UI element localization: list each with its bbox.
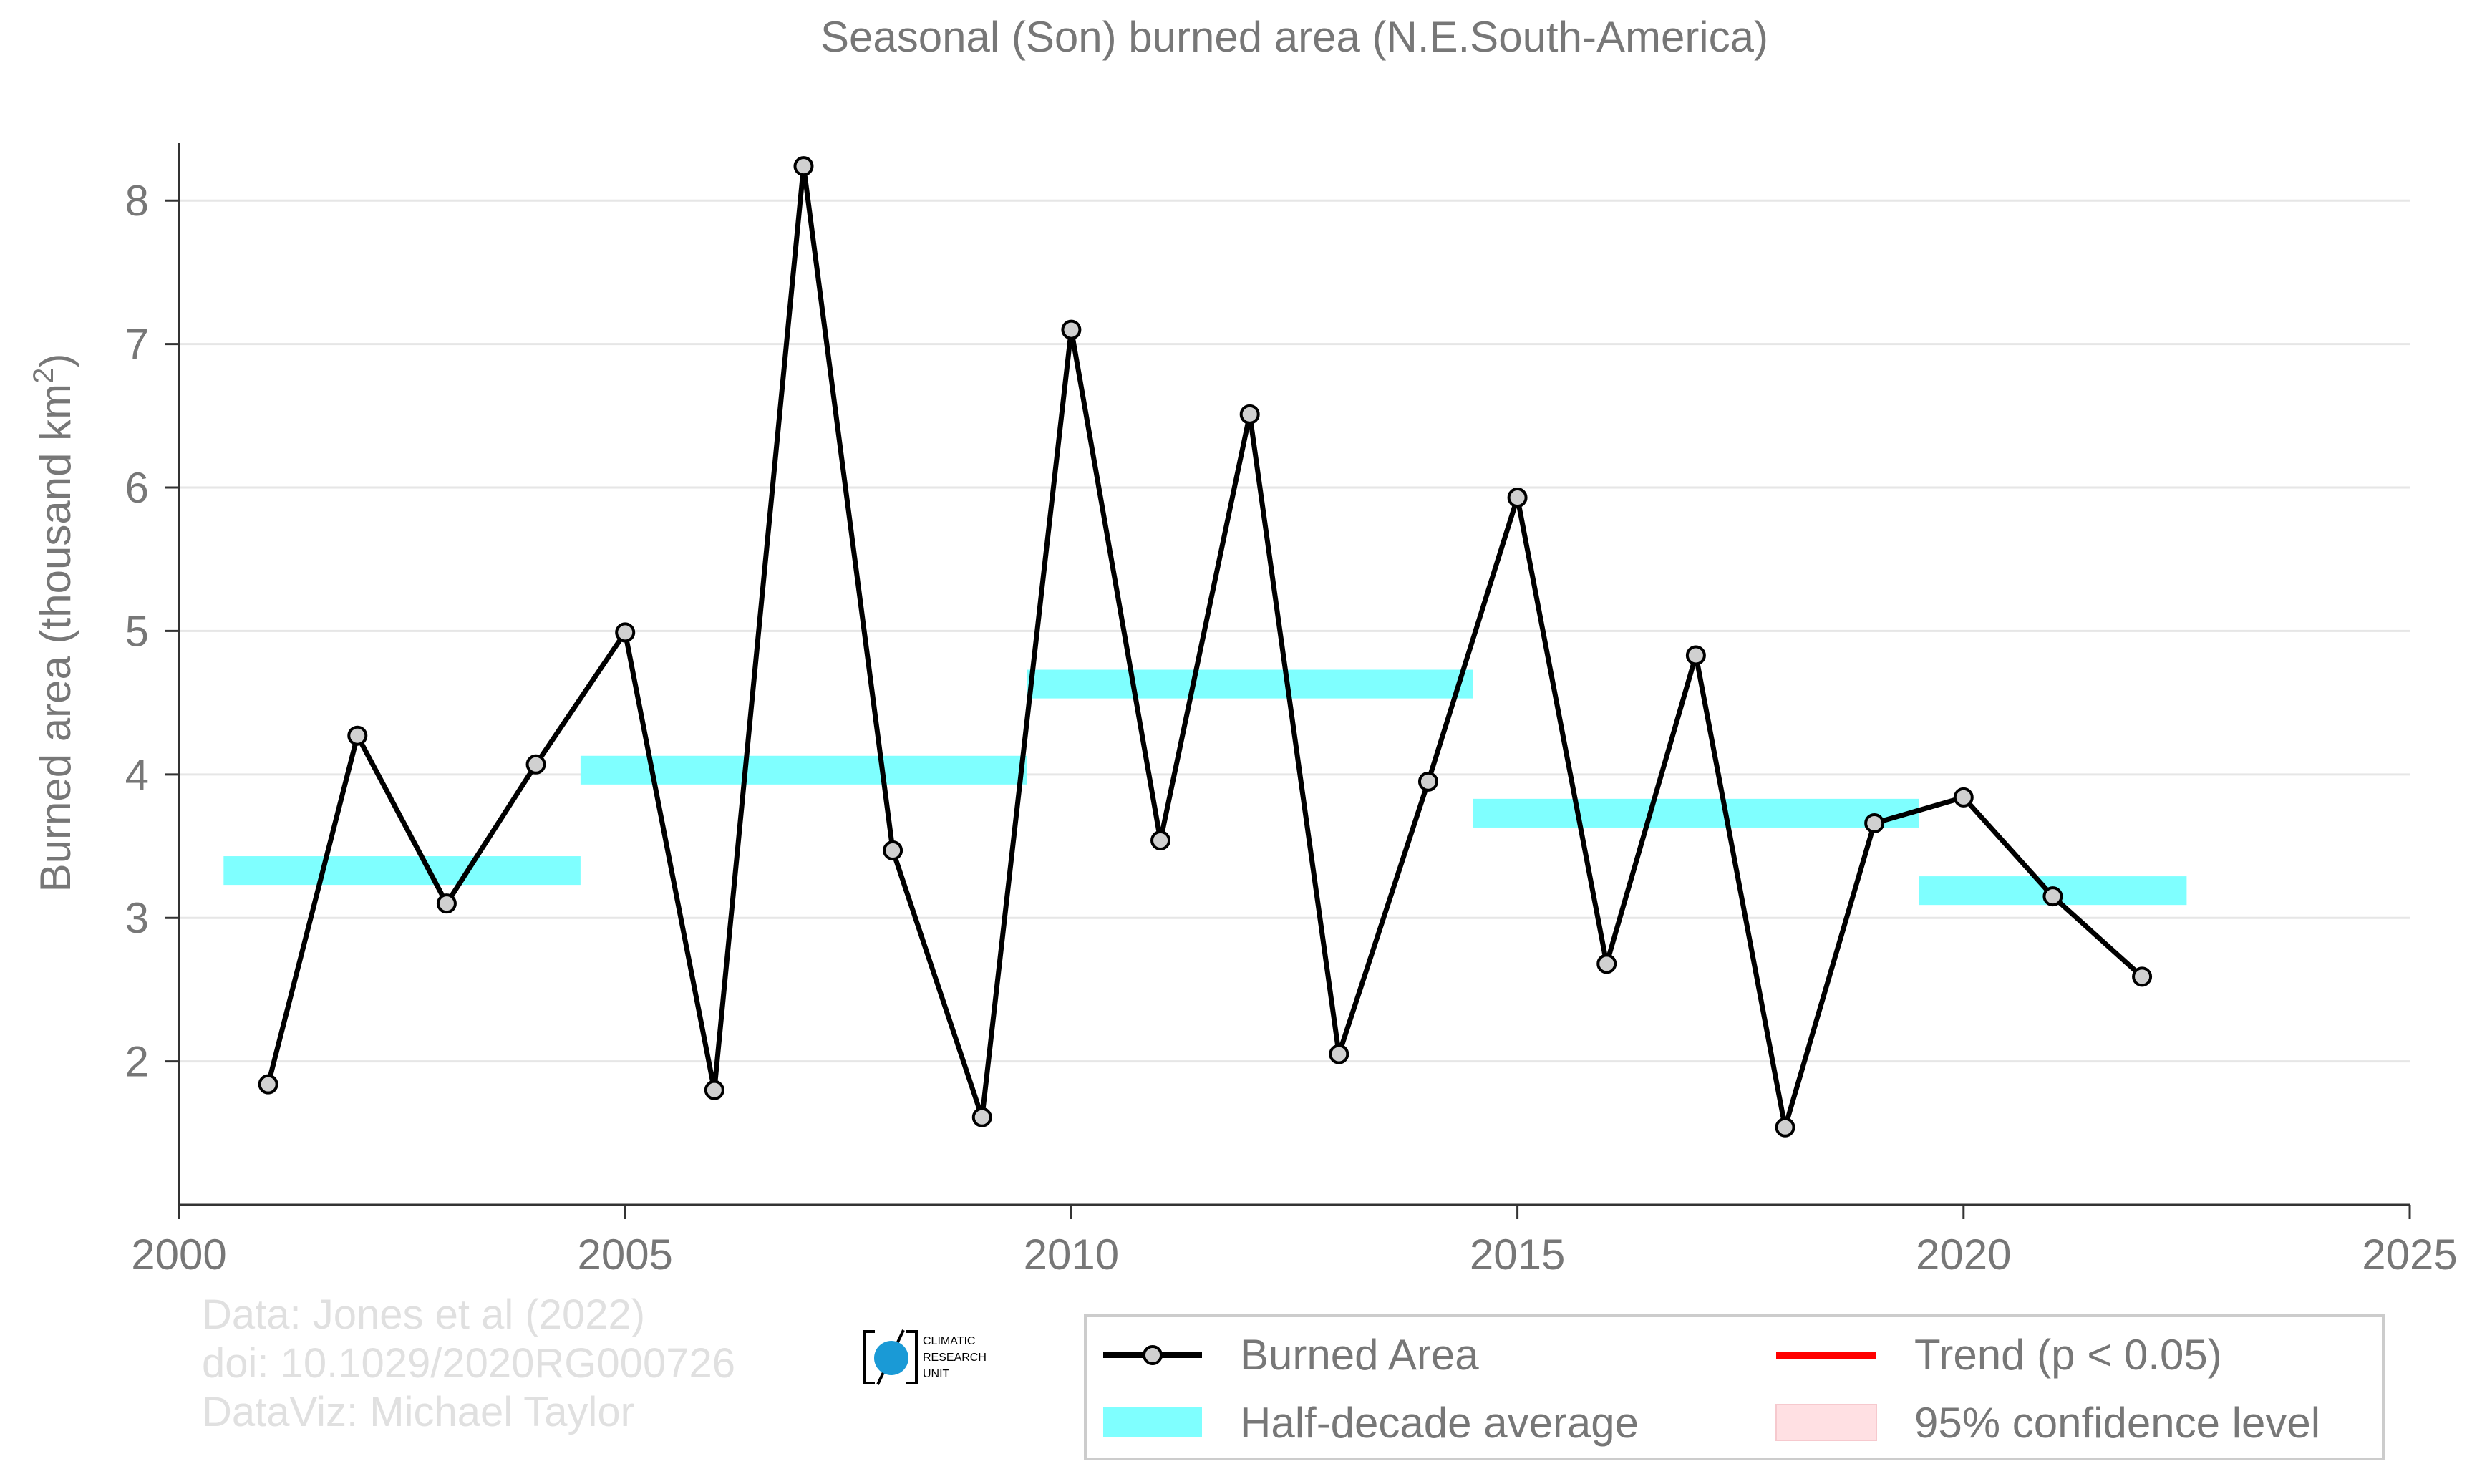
y-tick-label: 7: [125, 321, 149, 369]
burned-area-point: [2042, 886, 2063, 907]
burned-area-point: [1685, 645, 1706, 666]
burned-area-point: [436, 893, 457, 914]
y-axis-label-main: Burned area (thousand km: [31, 384, 79, 892]
y-tick-label: 6: [125, 464, 149, 512]
legend-trend-label: Trend (p < 0.05): [1914, 1331, 2222, 1379]
y-tick-label: 5: [125, 607, 149, 655]
burned-area-point: [1864, 813, 1885, 833]
y-axis-label-superscript: 2: [28, 368, 59, 384]
burned-area-point: [615, 622, 636, 643]
credit-dataviz: DataViz: Michael Taylor: [202, 1389, 634, 1435]
credit-doi: doi: 10.1029/2020RG000726: [202, 1340, 735, 1387]
burned-area-points: [258, 156, 2153, 1138]
x-tick-label: 2005: [577, 1231, 672, 1279]
legend-burned-area-label: Burned Area: [1240, 1331, 1479, 1379]
legend: Burned Area Trend (p < 0.05) Half-decade…: [1084, 1314, 2385, 1460]
burned-area-point: [883, 840, 903, 861]
burned-area-point: [704, 1080, 724, 1100]
half-decade-band: [1473, 798, 1919, 828]
half-decade-band: [223, 856, 581, 886]
x-tick-label: 2025: [2362, 1231, 2457, 1279]
burned-area-series: [266, 163, 2144, 1130]
burned-area-point: [525, 754, 546, 775]
burned-area-point: [2132, 966, 2153, 987]
credit-data: Data: Jones et al (2022): [202, 1291, 645, 1338]
legend-half-decade-label: Half-decade average: [1240, 1399, 1639, 1447]
x-tick-label: 2010: [1024, 1231, 1119, 1279]
burned-area-point: [1596, 954, 1617, 974]
half-decade-average-bands: [223, 669, 2187, 906]
cru-logo: CLIMATIC RESEARCH UNIT: [863, 1329, 987, 1385]
legend-confidence-label: 95% confidence level: [1914, 1399, 2320, 1447]
burned-area-point: [258, 1074, 278, 1095]
half-decade-band: [580, 755, 1027, 785]
burned-area-point: [971, 1107, 992, 1127]
credits: Data: Jones et al (2022) doi: 10.1029/20…: [202, 1291, 735, 1435]
burned-area-point: [1329, 1044, 1349, 1064]
burned-area-point: [1953, 787, 1974, 808]
legend-half-decade-swatch: [1103, 1407, 1202, 1437]
burned-area-point: [1239, 404, 1260, 425]
burned-area-point: [793, 156, 814, 177]
burned-area-line: [266, 163, 2144, 1130]
logo-text-line-3: UNIT: [923, 1368, 950, 1380]
legend-burned-area-marker: [1143, 1345, 1163, 1365]
x-tick-label: 2000: [131, 1231, 226, 1279]
x-tick-label: 2015: [1470, 1231, 1565, 1279]
grid-lines: [179, 199, 2410, 1063]
logo-text-line-2: RESEARCH: [923, 1352, 987, 1364]
y-tick-label: 4: [125, 751, 149, 799]
y-tick-label: 3: [125, 894, 149, 942]
x-tick-label: 2020: [1916, 1231, 2011, 1279]
y-tick-label: 2: [125, 1038, 149, 1086]
burned-area-point: [1061, 319, 1082, 340]
axes: 2 3 4 5 6 7 8 2000 2005 2010 2015 2020 2025: [125, 143, 2458, 1279]
y-tick-label: 8: [125, 177, 149, 225]
logo-globe-icon: [874, 1341, 908, 1375]
burned-area-point: [1507, 488, 1528, 508]
chart-title: Seasonal (Son) burned area (N.E.South-Am…: [820, 13, 1768, 61]
burned-area-point: [1417, 771, 1438, 792]
half-decade-band: [1027, 669, 1473, 699]
burned-area-point: [1150, 830, 1171, 850]
legend-confidence-swatch: [1775, 1404, 1877, 1441]
legend-frame: [1084, 1314, 2385, 1460]
logo-bracket-icon: [863, 1330, 918, 1384]
y-axis-label-close: ): [31, 354, 79, 368]
logo-text-line-1: CLIMATIC: [923, 1335, 975, 1347]
burned-area-point: [347, 725, 368, 746]
burned-area-point: [1775, 1117, 1795, 1138]
y-axis-label: Burned area (thousand km2): [28, 354, 79, 893]
